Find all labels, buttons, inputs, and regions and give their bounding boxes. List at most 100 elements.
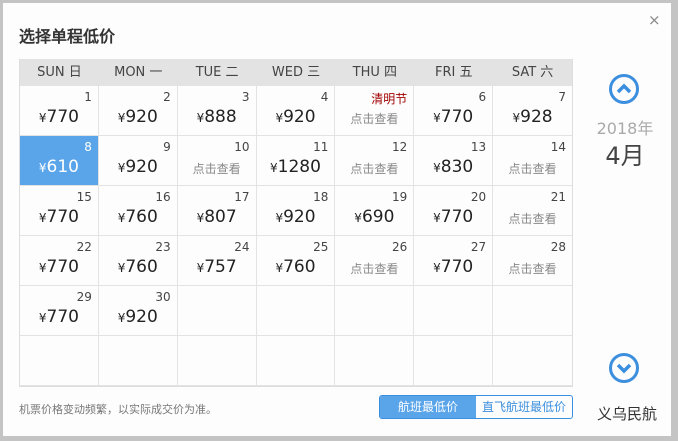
day-number: 3	[241, 90, 250, 104]
day-cell[interactable]: 11 ¥1280	[256, 136, 336, 186]
day-number: 15	[76, 190, 92, 204]
weekday-header: SUN 日 MON 一 TUE 二 WED 三 THU 四 FRI 五 SAT 六	[20, 59, 572, 86]
view-price-link[interactable]: 点击查看	[192, 162, 241, 176]
day-number: 13	[470, 140, 487, 154]
price-value: 920	[283, 207, 316, 227]
currency-symbol: ¥	[196, 111, 205, 125]
direct-lowest-price-tab[interactable]: 直飞航班最低价	[481, 400, 566, 414]
day-cell[interactable]: 24 ¥757	[177, 236, 257, 286]
day-cell[interactable]: 6 ¥770	[414, 86, 494, 136]
day-cell[interactable]: 25 ¥760	[256, 236, 336, 286]
price: ¥807	[178, 207, 256, 227]
view-price-link[interactable]: 点击查看	[350, 162, 399, 176]
currency-symbol: ¥	[117, 211, 126, 225]
price: ¥830	[414, 157, 492, 177]
price: ¥888	[178, 107, 256, 127]
currency-symbol: ¥	[270, 161, 278, 175]
next-month-button[interactable]	[609, 353, 639, 383]
price-value: 770	[440, 207, 474, 227]
view-price-link[interactable]: 点击查看	[508, 262, 557, 276]
dialog-title: 选择单程低价	[19, 27, 116, 46]
view-price-link[interactable]: 点击查看	[350, 112, 399, 126]
weekday-label: MON 一	[114, 65, 163, 80]
currency-symbol: ¥	[117, 161, 126, 175]
view-price-link[interactable]: 点击查看	[508, 212, 557, 226]
day-cell[interactable]: 19 ¥690	[335, 186, 415, 236]
price-note: 机票价格变动频繁，以实际成交价为准。	[19, 403, 217, 416]
day-number: 9	[163, 140, 171, 154]
day-cell[interactable]: 14 点击查看	[493, 136, 572, 186]
day-number: 22	[76, 240, 92, 254]
day-cell[interactable]: 26 点击查看	[335, 236, 415, 286]
day-number: 12	[392, 140, 408, 154]
price: ¥770	[20, 107, 98, 127]
day-number: 23	[155, 240, 171, 254]
day-cell[interactable]: 7 ¥928	[493, 86, 572, 136]
day-cell[interactable]: 23 ¥760	[98, 236, 178, 286]
day-cell[interactable]: 8 ¥610	[20, 136, 99, 186]
prev-month-button[interactable]	[609, 74, 639, 104]
currency-symbol: ¥	[512, 111, 521, 125]
day-cell[interactable]: 30 ¥920	[98, 286, 178, 336]
day-cell[interactable]: 29 ¥770	[20, 286, 99, 336]
day-cell[interactable]: 清明节 点击查看	[335, 86, 415, 136]
day-cell[interactable]: 4 ¥920	[256, 86, 336, 136]
currency-symbol: ¥	[275, 261, 284, 275]
day-number: 18	[313, 190, 329, 204]
currency-symbol: ¥	[38, 111, 47, 125]
day-cell[interactable]: 27 ¥770	[414, 236, 494, 286]
day-cell[interactable]: 21 点击查看	[493, 186, 572, 236]
close-icon[interactable]: ×	[648, 11, 661, 29]
currency-symbol: ¥	[433, 161, 441, 175]
day-cell	[20, 336, 99, 386]
day-cell[interactable]: 17 ¥807	[177, 186, 257, 236]
price-value: 770	[46, 207, 79, 227]
day-cell[interactable]: 22 ¥770	[20, 236, 99, 286]
price-value: 770	[46, 107, 79, 127]
price: ¥770	[414, 107, 492, 127]
day-cell	[493, 336, 572, 386]
day-number: 30	[155, 290, 171, 304]
day-cell	[256, 286, 336, 336]
currency-symbol: ¥	[38, 261, 47, 275]
chevron-up-icon	[616, 83, 632, 94]
view-price-link[interactable]: 点击查看	[350, 262, 399, 276]
lowest-price-tab[interactable]: 航班最低价	[380, 396, 476, 418]
price: ¥1280	[257, 157, 335, 177]
price: ¥920	[99, 157, 177, 177]
weekday-label: THU 四	[352, 65, 398, 80]
day-number: 10	[234, 140, 250, 154]
price: ¥920	[99, 307, 177, 327]
day-cell[interactable]: 9 ¥920	[98, 136, 178, 186]
day-cell[interactable]: 16 ¥760	[98, 186, 178, 236]
price-type-toggle: 航班最低价 直飞航班最低价	[379, 395, 573, 419]
day-cell[interactable]: 18 ¥920	[256, 186, 336, 236]
day-cell	[177, 336, 257, 386]
price: ¥920	[257, 107, 335, 127]
day-number: 29	[76, 290, 92, 304]
day-number: 4	[320, 90, 329, 104]
day-cell[interactable]: 20 ¥770	[414, 186, 494, 236]
day-cell[interactable]: 2 ¥920	[98, 86, 178, 136]
day-cell[interactable]: 12 点击查看	[335, 136, 415, 186]
weekday-label: SUN 日	[37, 65, 82, 80]
day-cell[interactable]: 1 ¥770	[20, 86, 99, 136]
price-value: 888	[204, 107, 237, 127]
view-price-link[interactable]: 点击查看	[508, 162, 557, 176]
day-cell[interactable]: 13 ¥830	[414, 136, 494, 186]
price-value: 770	[46, 307, 79, 327]
price-value: 830	[440, 157, 474, 177]
day-number: 1	[84, 90, 92, 104]
price-value: 807	[204, 207, 237, 227]
day-number: 20	[470, 190, 487, 204]
calendar-days: 1 ¥770 2 ¥920 3 ¥888 4 ¥920 清明节 点击查看 6 ¥770 7 ¥928 8 ¥6…	[20, 86, 572, 386]
day-cell[interactable]: 15 ¥770	[20, 186, 99, 236]
day-number: 28	[550, 240, 566, 254]
day-cell[interactable]: 10 点击查看	[177, 136, 257, 186]
price-value: 770	[440, 257, 474, 277]
price-value: 920	[125, 307, 158, 327]
day-cell[interactable]: 28 点击查看	[493, 236, 572, 286]
day-cell[interactable]: 3 ¥888	[177, 86, 257, 136]
weekday-label: TUE 二	[195, 65, 239, 80]
